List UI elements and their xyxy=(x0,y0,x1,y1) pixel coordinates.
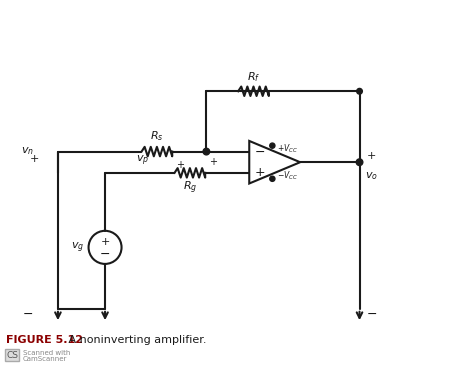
Circle shape xyxy=(356,159,363,166)
Text: $+$: $+$ xyxy=(366,150,376,161)
Text: $-V_{CC}$: $-V_{CC}$ xyxy=(277,169,298,182)
Circle shape xyxy=(357,88,362,94)
Text: $+$: $+$ xyxy=(254,166,265,179)
Text: $v_p$: $v_p$ xyxy=(136,154,149,168)
Text: $v_o$: $v_o$ xyxy=(365,171,378,182)
Text: $R_g$: $R_g$ xyxy=(182,180,197,196)
Text: $+$: $+$ xyxy=(209,156,218,167)
Text: $R_f$: $R_f$ xyxy=(247,70,260,84)
Text: CS: CS xyxy=(6,351,18,360)
Circle shape xyxy=(270,143,275,148)
Circle shape xyxy=(203,148,210,155)
Text: Scanned with: Scanned with xyxy=(23,350,70,356)
Text: $+$: $+$ xyxy=(29,153,39,164)
Text: $+V_{CC}$: $+V_{CC}$ xyxy=(277,143,298,155)
Circle shape xyxy=(270,176,275,181)
Text: $+$: $+$ xyxy=(100,236,110,247)
Text: $v_n$: $v_n$ xyxy=(21,146,34,157)
Text: $-$: $-$ xyxy=(254,145,265,158)
Text: A noninverting amplifier.: A noninverting amplifier. xyxy=(65,335,207,345)
Text: CamScanner: CamScanner xyxy=(23,356,67,362)
Text: $v_g$: $v_g$ xyxy=(71,240,84,255)
Text: $-$: $-$ xyxy=(100,247,110,259)
Text: $-$: $-$ xyxy=(22,307,33,320)
Text: $R_s$: $R_s$ xyxy=(150,129,164,143)
Text: $+$: $+$ xyxy=(176,159,185,170)
Text: $-$: $-$ xyxy=(366,307,377,320)
Text: FIGURE 5.12: FIGURE 5.12 xyxy=(6,335,87,345)
